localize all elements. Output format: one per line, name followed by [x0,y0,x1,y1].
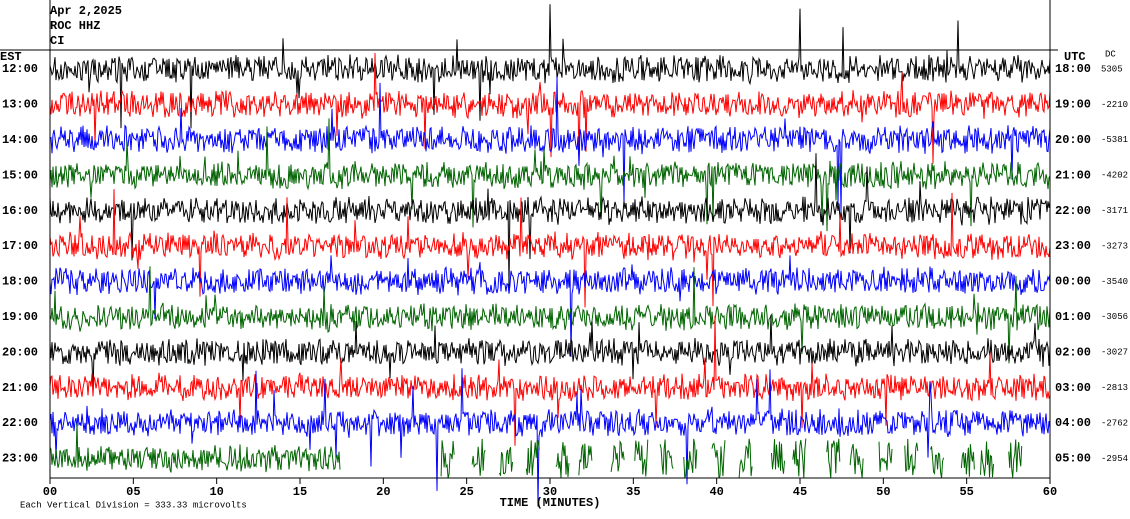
network: CI [50,34,64,48]
x-tick-label: 25 [459,485,473,499]
dc-value: -3540 [1101,277,1128,287]
x-tick-label: 35 [626,485,640,499]
trace-burst [499,447,514,476]
est-time: 23:00 [2,452,38,466]
trace-burst [683,438,698,479]
est-time: 18:00 [2,275,38,289]
utc-time: 21:00 [1055,168,1091,182]
trace-burst [555,442,570,478]
scale-note: Each Vertical Division = 333.33 microvol… [20,500,247,510]
x-tick-label: 55 [959,485,973,499]
est-time: 13:00 [2,98,38,112]
est-time: 20:00 [2,345,38,359]
x-tick-label: 40 [709,485,723,499]
utc-time: 02:00 [1055,345,1091,359]
trace [49,266,1051,364]
est-time: 19:00 [2,310,38,324]
est-time: 12:00 [2,62,38,76]
trace-burst [634,439,649,477]
utc-time: 18:00 [1055,62,1091,76]
utc-time: 22:00 [1055,204,1091,218]
trace [49,118,1051,232]
dc-value: -5381 [1101,135,1128,145]
dc-value: -2813 [1101,383,1128,393]
utc-time: 20:00 [1055,133,1091,147]
right-axis-label: UTC [1064,50,1086,64]
utc-time: 00:00 [1055,275,1091,289]
date: Apr 2,2025 [50,4,122,18]
x-tick-label: 50 [876,485,890,499]
x-tick-label: 05 [126,485,140,499]
trace [49,368,1051,507]
trace [49,255,1051,357]
est-time: 15:00 [2,168,38,182]
trace-burst [610,439,625,472]
trace-burst [738,438,753,479]
x-tick-label: 30 [543,485,557,499]
est-time: 21:00 [2,381,38,395]
dc-value: 5305 [1101,64,1123,74]
trace-burst [930,446,945,479]
trace [49,153,1051,289]
station: ROC HHZ [50,19,100,33]
x-tick-label: 45 [793,485,807,499]
est-time: 14:00 [2,133,38,147]
traces [49,4,1051,507]
trace-burst [826,438,841,479]
trace-burst [849,443,864,478]
dc-value: -2762 [1101,418,1128,428]
x-tick-label: 15 [293,485,307,499]
dc-value: -4202 [1101,171,1128,181]
utc-time: 01:00 [1055,310,1091,324]
trace-burst [792,438,807,478]
dc-value: -3056 [1101,312,1128,322]
utc-time: 04:00 [1055,416,1091,430]
trace-burst [578,443,593,476]
trace-burst [711,440,726,479]
trace [49,422,341,473]
dc-label: DC [1105,49,1116,59]
trace-burst [960,444,975,477]
dc-value: -3171 [1101,206,1128,216]
x-tick-label: 20 [376,485,390,499]
trace-burst [980,441,995,478]
x-tick-label: 10 [209,485,223,499]
trace [49,315,1051,446]
dc-value: -2954 [1101,454,1128,464]
x-axis-label: TIME (MINUTES) [500,496,601,510]
est-time: 16:00 [2,204,38,218]
trace-burst [440,440,455,479]
trace-burst [471,438,486,476]
trace-burst [659,439,674,475]
utc-time: 03:00 [1055,381,1091,395]
x-tick-label: 60 [1043,485,1057,499]
left-axis-label: EST [0,50,22,64]
est-time: 17:00 [2,239,38,253]
trace [49,52,1051,164]
est-time: 22:00 [2,416,38,430]
dc-value: -3027 [1101,348,1128,358]
dc-value: -2210 [1101,100,1128,110]
utc-time: 23:00 [1055,239,1091,253]
trace-burst [1008,439,1023,478]
utc-time: 05:00 [1055,452,1091,466]
trace [49,189,1051,308]
trace-burst [770,439,785,474]
utc-time: 19:00 [1055,98,1091,112]
trace-burst [525,439,540,476]
dc-value: -3273 [1101,241,1128,251]
trace [49,4,1051,129]
trace-burst [904,438,919,476]
trace [49,315,1051,393]
trace [49,76,1051,213]
x-tick-label: 00 [43,485,57,499]
trace-burst [878,441,893,472]
